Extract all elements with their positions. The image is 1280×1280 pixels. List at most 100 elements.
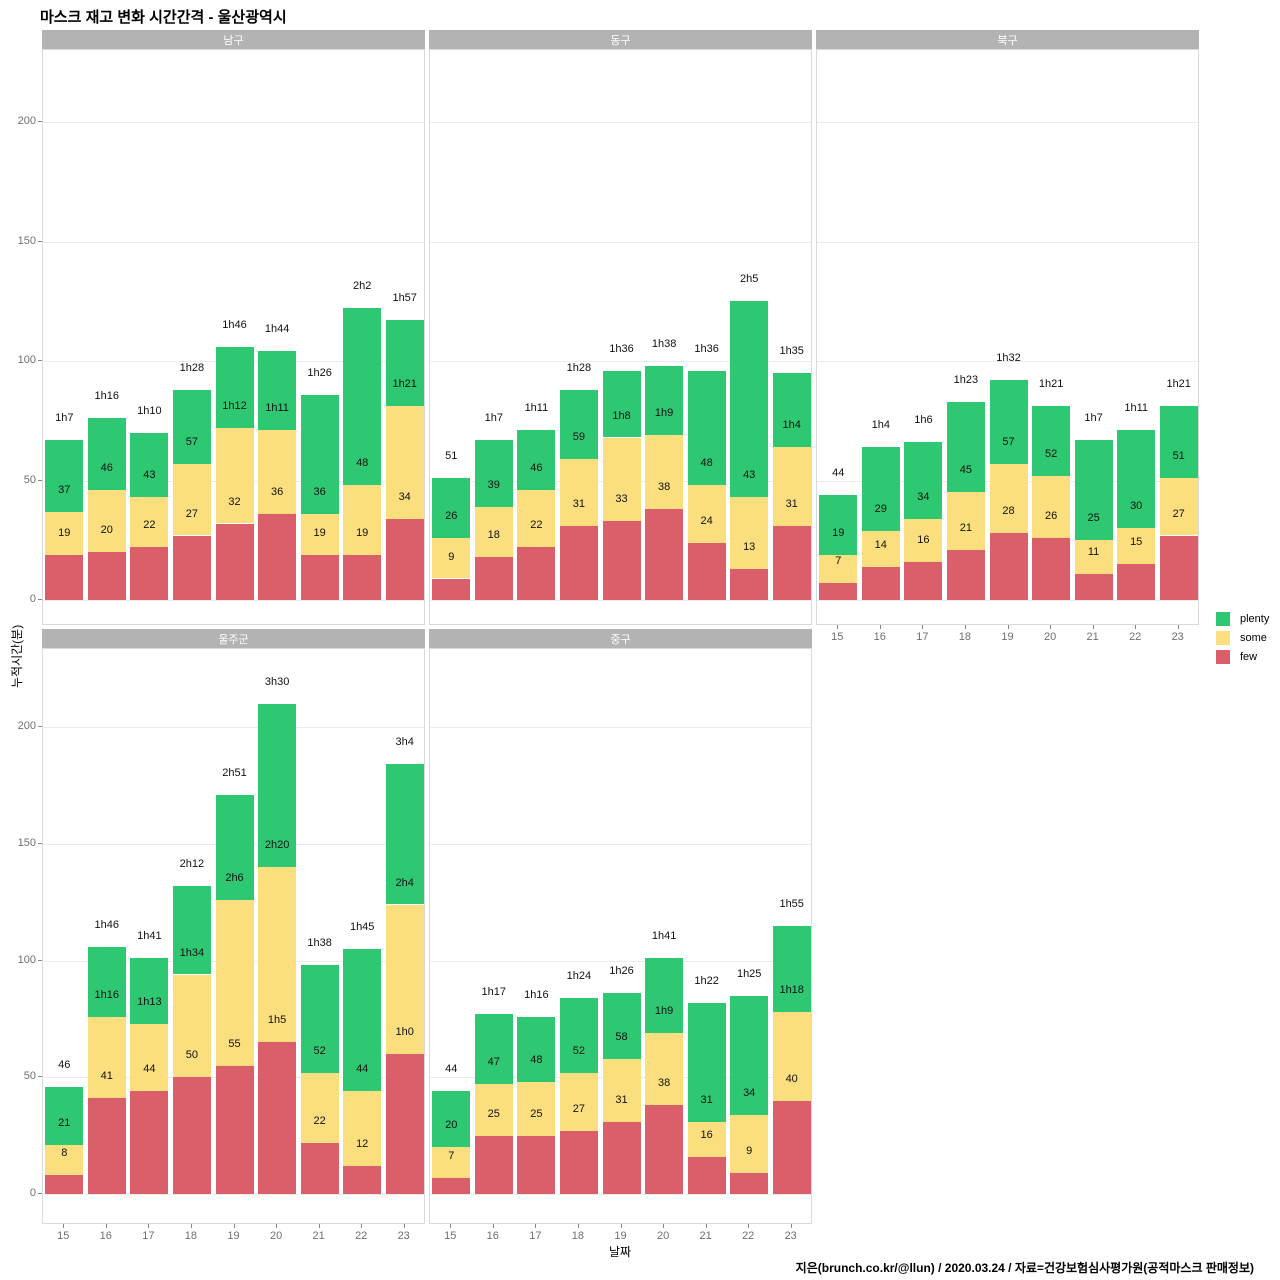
- bar-19-segment-some: [603, 1058, 641, 1122]
- bar-label-some-cum: 19: [832, 526, 845, 539]
- bar-15-segment-plenty: [45, 439, 83, 512]
- bar-21-segment-few: [301, 1142, 339, 1194]
- bar-label-few-cum: 27: [185, 507, 199, 520]
- bar-label-few-cum: 14: [874, 538, 887, 551]
- legend-item-plenty: plenty: [1216, 612, 1269, 626]
- bar-label-few-cum: 31: [615, 1093, 628, 1106]
- bar-16-segment-plenty: [88, 946, 126, 1017]
- x-tick-mark: [1178, 625, 1179, 629]
- bar-label-total: 1h22: [694, 974, 719, 987]
- bar-label-total: 3h30: [264, 675, 290, 688]
- y-tick-label-0: 0: [29, 593, 36, 605]
- bar-17-segment-some: [904, 518, 942, 562]
- bar-18-segment-some: [173, 974, 211, 1078]
- bar-19-segment-few: [603, 1121, 641, 1194]
- gridline-y-200: [43, 122, 424, 123]
- bar-15-segment-plenty: [432, 478, 470, 538]
- bar-17-segment-few: [517, 547, 555, 600]
- bar-label-some-cum: 45: [959, 464, 973, 477]
- bar-22-segment-some: [730, 1114, 768, 1173]
- bar-label-few-cum: 36: [270, 486, 284, 498]
- bar-16-segment-few: [862, 566, 900, 600]
- bar-16-segment-plenty: [862, 447, 900, 531]
- facet-title: 동구: [610, 34, 631, 47]
- gridline-y-100: [817, 361, 1198, 362]
- bar-20-segment-few: [1032, 537, 1070, 600]
- y-tick-mark: [38, 360, 42, 361]
- bar-label-some-cum: 1h16: [94, 988, 120, 1001]
- bar-18-segment-plenty: [173, 885, 211, 975]
- bar-label-total: 1h46: [222, 318, 247, 331]
- bar-17-segment-some: [517, 490, 555, 548]
- bar-20-segment-few: [645, 1105, 683, 1194]
- bar-16-segment-some: [88, 1016, 126, 1099]
- bar-23-segment-some: [386, 406, 424, 519]
- bar-21-segment-few: [688, 1156, 726, 1194]
- bar-label-few-cum: 28: [1002, 505, 1015, 518]
- bar-15-segment-some: [432, 537, 470, 579]
- bar-21-segment-some: [301, 514, 339, 555]
- bar-label-total: 1h57: [392, 292, 417, 305]
- x-tick-mark: [837, 625, 838, 629]
- bar-label-total: 1h55: [779, 897, 804, 910]
- bar-19-segment-some: [990, 463, 1028, 534]
- bar-21-segment-some: [688, 1121, 726, 1157]
- x-tick-label-19: 19: [227, 1230, 240, 1242]
- bar-label-total: 1h11: [1124, 402, 1149, 415]
- bar-label-some-cum: 57: [185, 435, 199, 448]
- bar-label-some-cum: 52: [313, 1044, 326, 1057]
- facet-panel-울주군: 8 21 46 41 1h16 1h46 44 1h13 1h41 50 1h34 2h12 55 2h6…: [42, 648, 425, 1224]
- facet-title: 남구: [223, 34, 244, 47]
- bar-label-few-cum: 19: [313, 526, 326, 539]
- bar-23-segment-few: [773, 1100, 811, 1194]
- bar-15-segment-plenty: [45, 1086, 83, 1145]
- bar-15-segment-some: [45, 511, 83, 555]
- bar-label-some-cum: 1h12: [222, 399, 247, 412]
- bar-20-segment-plenty: [645, 365, 683, 436]
- bar-16-segment-some: [88, 490, 126, 553]
- bar-21-segment-some: [688, 485, 726, 543]
- bar-19-segment-few: [216, 523, 254, 600]
- facet-strip-북구: 북구: [816, 30, 1199, 49]
- bar-19-segment-few: [990, 533, 1028, 600]
- bar-19-segment-plenty: [216, 346, 254, 428]
- bar-18-segment-some: [173, 463, 211, 536]
- y-tick-mark: [38, 480, 42, 481]
- bar-label-few-cum: 27: [1172, 507, 1185, 520]
- bar-label-total: 1h46: [94, 918, 120, 931]
- y-tick-label-0: 0: [29, 1187, 36, 1199]
- y-tick-mark: [38, 843, 42, 844]
- bar-label-some-cum: 52: [1044, 447, 1058, 460]
- legend-swatch-few: [1216, 650, 1230, 664]
- bar-20-segment-few: [258, 514, 296, 600]
- bar-label-total: 1h21: [1166, 378, 1191, 391]
- bar-label-some-cum: 47: [487, 1056, 500, 1069]
- bar-16-segment-plenty: [88, 418, 126, 491]
- bar-label-total: 1h26: [609, 965, 634, 978]
- x-tick-label-20: 20: [1043, 631, 1057, 643]
- y-tick-label-100: 100: [17, 354, 36, 366]
- bar-label-some-cum: 48: [356, 457, 369, 470]
- bar-20-segment-some: [258, 430, 296, 514]
- bar-label-total: 1h23: [953, 373, 979, 386]
- bar-18-segment-few: [947, 549, 985, 600]
- bar-22-segment-some: [730, 497, 768, 569]
- bar-19-segment-plenty: [603, 370, 641, 438]
- bar-20-segment-plenty: [1032, 406, 1070, 476]
- facet-panel-중구: 7 20 44 25 47 1h17 25 48 1h16 27 52 1h24 31 58 1h26 38 1…: [429, 648, 812, 1224]
- facet-strip-동구: 동구: [429, 30, 812, 49]
- bar-label-few-cum: 19: [58, 526, 71, 539]
- bar-18-segment-plenty: [173, 389, 211, 464]
- x-tick-mark: [234, 1224, 235, 1228]
- bar-label-total: 1h25: [736, 967, 762, 980]
- x-tick-mark: [621, 1224, 622, 1228]
- bar-16-segment-few: [88, 552, 126, 600]
- bar-label-total: 1h38: [651, 337, 677, 350]
- gridline-y-200: [430, 727, 811, 728]
- bar-23-segment-plenty: [386, 764, 424, 905]
- bar-18-segment-some: [560, 1072, 598, 1131]
- bar-22-segment-few: [1117, 564, 1155, 600]
- bar-label-total: 1h11: [524, 402, 549, 415]
- x-tick-mark: [791, 1224, 792, 1228]
- bar-17-segment-some: [130, 1023, 168, 1092]
